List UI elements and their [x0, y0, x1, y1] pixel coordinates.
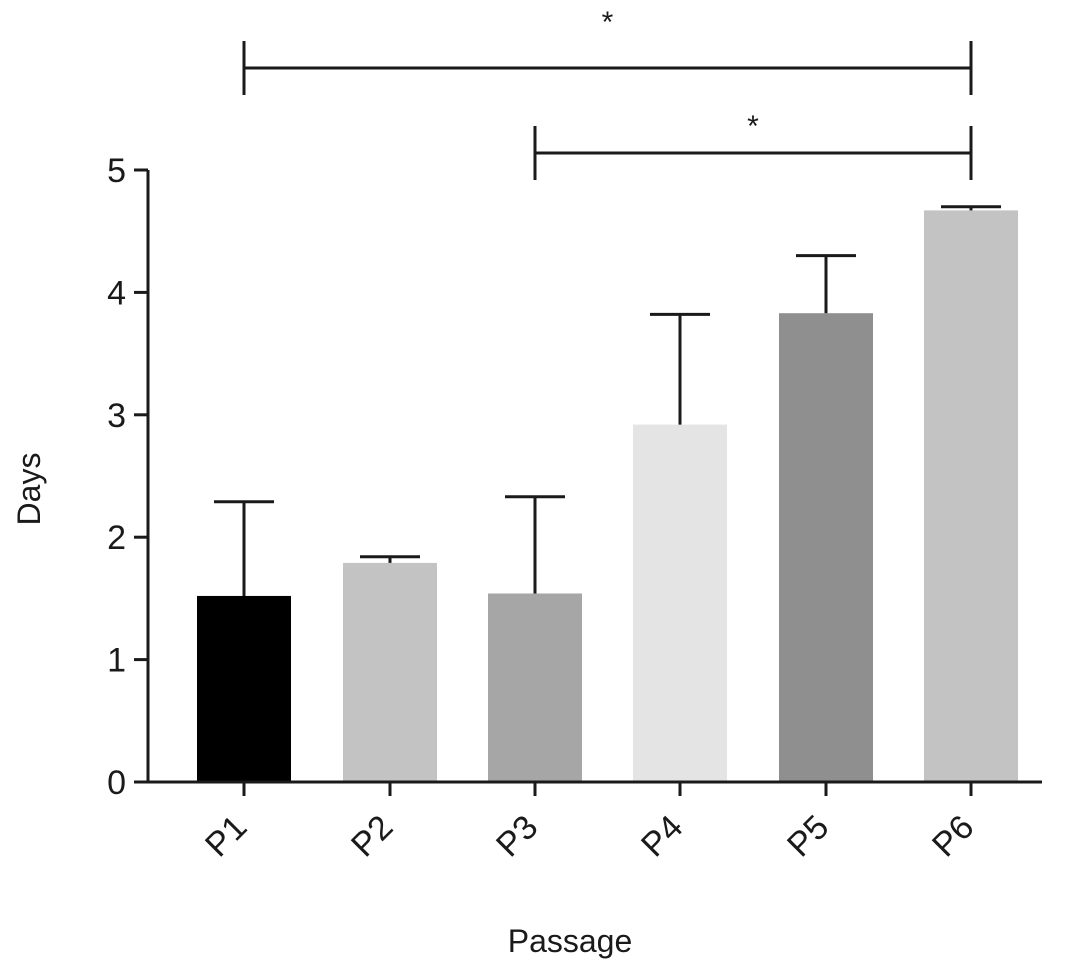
- error-bar-P5: [796, 254, 856, 314]
- y-tick-label-4: 4: [107, 274, 126, 312]
- y-tick-label-3: 3: [107, 397, 126, 435]
- x-tick-label-P1: P1: [198, 808, 254, 864]
- y-tick-label-5: 5: [107, 152, 126, 190]
- error-bar-P3: [505, 495, 565, 594]
- y-tick-label-0: 0: [107, 764, 126, 802]
- x-tick-label-P4: P4: [634, 808, 690, 864]
- y-axis-title: Days: [11, 453, 47, 526]
- significance-bracket-P3-P6: *: [533, 110, 973, 180]
- significance-bracket-P1-P6: *: [242, 6, 973, 95]
- error-bar-P2: [360, 555, 420, 563]
- x-tick-label-P2: P2: [344, 808, 400, 864]
- y-tick-label-2: 2: [107, 519, 126, 557]
- bar-P3: [488, 593, 582, 782]
- y-ticks-layer: 0 1 2 3 4 5: [107, 152, 148, 802]
- significance-label: *: [747, 110, 759, 143]
- x-tick-label-P6: P6: [925, 808, 981, 864]
- error-bars-layer: [214, 205, 1001, 596]
- y-tick-label-1: 1: [107, 642, 126, 680]
- significance-layer: **: [242, 6, 973, 180]
- error-bar-P4: [650, 312, 710, 425]
- bar-P1: [197, 595, 291, 782]
- error-bar-P6: [941, 205, 1001, 211]
- x-tick-label-P5: P5: [780, 808, 836, 864]
- x-ticks-layer: P1 P2 P3 P4 P5 P6: [198, 782, 981, 864]
- x-axis-title: Passage: [508, 923, 633, 959]
- bar-P6: [924, 210, 1018, 783]
- bar-P2: [343, 562, 437, 782]
- significance-label: *: [602, 6, 614, 39]
- x-tick-label-P3: P3: [489, 808, 545, 864]
- error-bar-P1: [214, 500, 274, 596]
- axes-layer: [146, 170, 1042, 784]
- bars-layer: [197, 210, 1018, 783]
- bar-P5: [779, 313, 873, 782]
- bar-P4: [633, 424, 727, 782]
